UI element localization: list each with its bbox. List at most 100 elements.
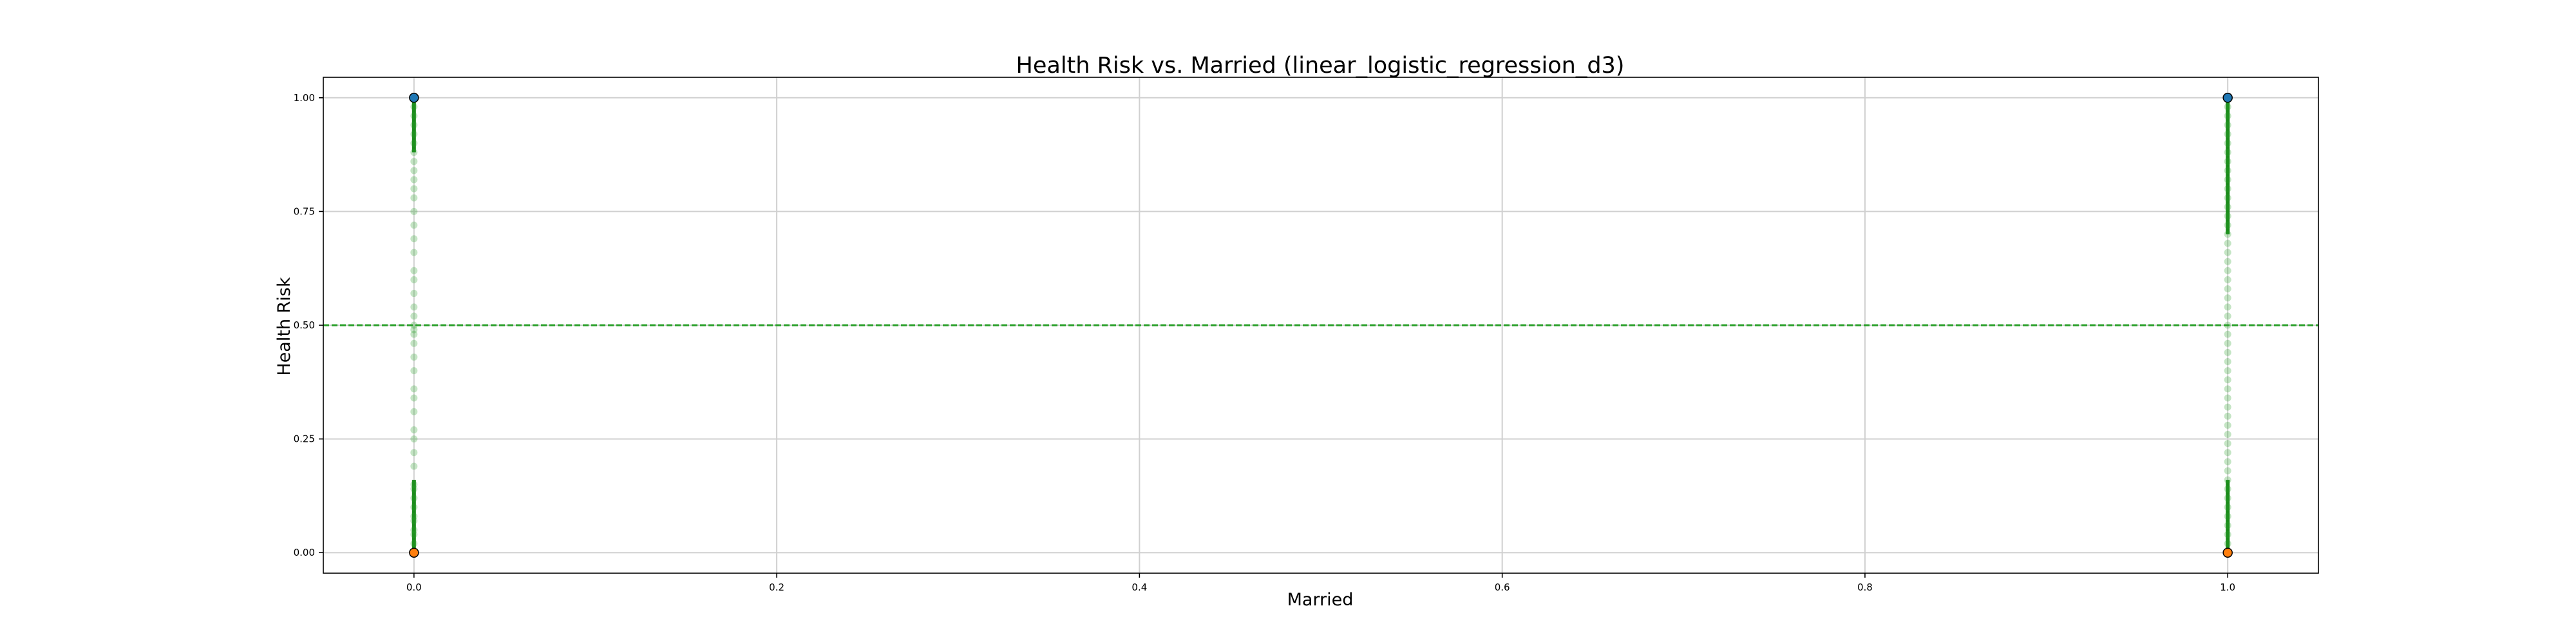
- predicted-point: [410, 130, 418, 138]
- predicted-point: [2224, 394, 2231, 402]
- predicted-point: [2224, 522, 2231, 529]
- predicted-point: [410, 139, 418, 147]
- x-tick-label: 0.0: [406, 582, 422, 593]
- predicted-point: [410, 303, 418, 311]
- x-tick-label: 1.0: [2220, 582, 2235, 593]
- predicted-point: [2224, 149, 2231, 156]
- predicted-point: [2224, 121, 2231, 129]
- predicted-point: [410, 462, 418, 470]
- predicted-point: [2224, 176, 2231, 184]
- predicted-point: [2224, 231, 2231, 238]
- predicted-point: [2224, 440, 2231, 448]
- y-axis-ticks: 0.00 0.25 0.50 0.75 1.00: [294, 92, 323, 558]
- predicted-point: [410, 330, 418, 338]
- y-axis-label: Health Risk: [274, 277, 294, 376]
- predicted-point: [410, 249, 418, 256]
- x-tick-label: 0.8: [1857, 582, 1873, 593]
- actual-point: [409, 93, 419, 103]
- predicted-point: [410, 321, 418, 329]
- predicted-point: [410, 540, 418, 547]
- predicted-point: [410, 517, 418, 525]
- predicted-series: [410, 94, 2231, 556]
- predicted-point: [410, 167, 418, 175]
- predicted-point: [2224, 385, 2231, 393]
- predicted-point: [2224, 431, 2231, 439]
- actual-point: [2222, 93, 2233, 103]
- predicted-point: [410, 185, 418, 193]
- predicted-point: [2224, 267, 2231, 274]
- predicted-point: [410, 426, 418, 433]
- predicted-point: [410, 339, 418, 347]
- predicted-point: [2224, 403, 2231, 411]
- predicted-point: [410, 222, 418, 229]
- predicted-point: [2224, 276, 2231, 283]
- y-tick-label: 0.00: [294, 547, 315, 558]
- predicted-point: [410, 435, 418, 443]
- predicted-point: [410, 480, 418, 488]
- predicted-point: [2224, 258, 2231, 265]
- predicted-point: [410, 207, 418, 215]
- predicted-point: [2224, 458, 2231, 466]
- x-axis-label: Married: [1287, 590, 1354, 610]
- predicted-point: [410, 394, 418, 402]
- predicted-point: [2224, 303, 2231, 311]
- y-tick-label: 0.75: [294, 205, 315, 217]
- predicted-point: [410, 513, 418, 520]
- predicted-point: [2224, 476, 2231, 484]
- y-tick-label: 1.00: [294, 92, 315, 104]
- predicted-point: [2224, 348, 2231, 356]
- x-tick-label: 0.6: [1495, 582, 1510, 593]
- predicted-point: [410, 112, 418, 120]
- predicted-point: [410, 326, 418, 334]
- predicted-point: [2224, 531, 2231, 538]
- x-tick-label: 0.4: [1132, 582, 1147, 593]
- predicted-point: [410, 276, 418, 283]
- y-tick-label: 0.25: [294, 433, 315, 445]
- predicted-point: [2224, 330, 2231, 338]
- predicted-point: [410, 176, 418, 184]
- x-tick-label: 0.2: [769, 582, 784, 593]
- predicted-point: [2224, 358, 2231, 366]
- predicted-point: [2224, 467, 2231, 475]
- actual-series: [409, 93, 2233, 558]
- predicted-point: [410, 149, 418, 156]
- predicted-point: [2224, 449, 2231, 457]
- actual-point: [2222, 547, 2233, 558]
- predicted-point: [2224, 504, 2231, 511]
- predicted-point: [2224, 339, 2231, 347]
- predicted-point: [410, 194, 418, 202]
- predicted-point: [410, 103, 418, 111]
- predicted-point: [2224, 203, 2231, 211]
- predicted-point: [410, 290, 418, 298]
- predicted-point: [410, 121, 418, 129]
- predicted-point: [410, 531, 418, 538]
- predicted-point: [2224, 494, 2231, 502]
- predicted-point: [410, 312, 418, 320]
- x-axis-ticks: 0.0 0.2 0.4 0.6 0.8 1.0: [406, 573, 2235, 593]
- predicted-point: [410, 267, 418, 274]
- predicted-point: [2224, 139, 2231, 147]
- predicted-point: [410, 235, 418, 243]
- predicted-point: [2224, 222, 2231, 229]
- predicted-point: [410, 353, 418, 361]
- predicted-point: [410, 449, 418, 457]
- predicted-point: [2224, 294, 2231, 302]
- predicted-point: [410, 158, 418, 166]
- predicted-point: [2224, 312, 2231, 320]
- predicted-point: [2224, 240, 2231, 247]
- predicted-point: [2224, 367, 2231, 375]
- predicted-point: [2224, 321, 2231, 329]
- predicted-point: [410, 504, 418, 511]
- chart-title: Health Risk vs. Married (linear_logistic…: [1016, 53, 1625, 79]
- predicted-point: [410, 385, 418, 393]
- predicted-point: [2224, 376, 2231, 384]
- predicted-point: [410, 526, 418, 534]
- predicted-point: [2224, 513, 2231, 520]
- predicted-point: [410, 485, 418, 493]
- predicted-point: [2224, 185, 2231, 193]
- predicted-point: [2224, 194, 2231, 202]
- predicted-point: [2224, 540, 2231, 547]
- predicted-point: [2224, 249, 2231, 256]
- predicted-point: [2224, 285, 2231, 292]
